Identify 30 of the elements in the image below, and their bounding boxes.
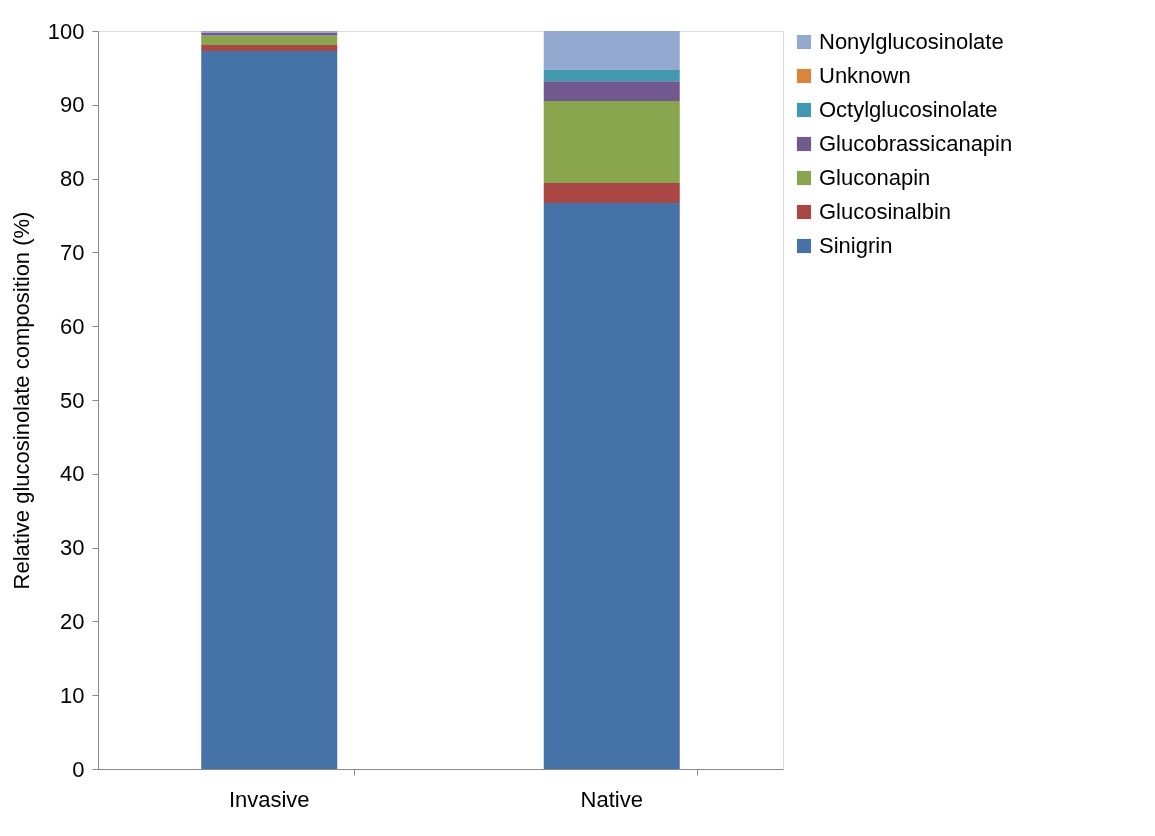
legend-label: Sinigrin (819, 233, 893, 258)
legend-label: Nonylglucosinolate (819, 29, 1004, 54)
bar (543, 101, 680, 184)
y-tick-label: 90 (60, 92, 85, 118)
y-tick-label: 80 (60, 166, 85, 192)
bar (543, 183, 680, 203)
bar (201, 50, 338, 769)
y-tick-label: 40 (60, 461, 85, 487)
legend-label: Unknown (819, 63, 911, 88)
y-tick-label: 70 (60, 239, 85, 265)
y-tick-label: 50 (60, 387, 85, 413)
bar (201, 45, 338, 51)
y-tick-label: 100 (47, 18, 85, 44)
legend-label: Octylglucosinolate (819, 97, 998, 122)
bar (543, 202, 680, 769)
y-tick-label: 30 (60, 535, 85, 561)
legend-label: Glucobrassicanapin (819, 131, 1013, 156)
y-tick-label: 20 (60, 608, 85, 634)
y-tick-label: 0 (72, 756, 85, 782)
y-tick-label: 60 (60, 313, 85, 339)
y-axis-title: Relative glucosinolate composition (%) (8, 211, 34, 590)
y-tick-label: 10 (60, 682, 85, 708)
bar (543, 81, 680, 102)
bar (543, 31, 680, 71)
x-tick-label: Native (580, 786, 643, 812)
legend-label: Gluconapin (819, 165, 931, 190)
legend-label: Glucosinalbin (819, 199, 952, 224)
x-tick-label: Invasive (228, 786, 310, 812)
bar (201, 35, 338, 46)
bar (543, 70, 680, 82)
